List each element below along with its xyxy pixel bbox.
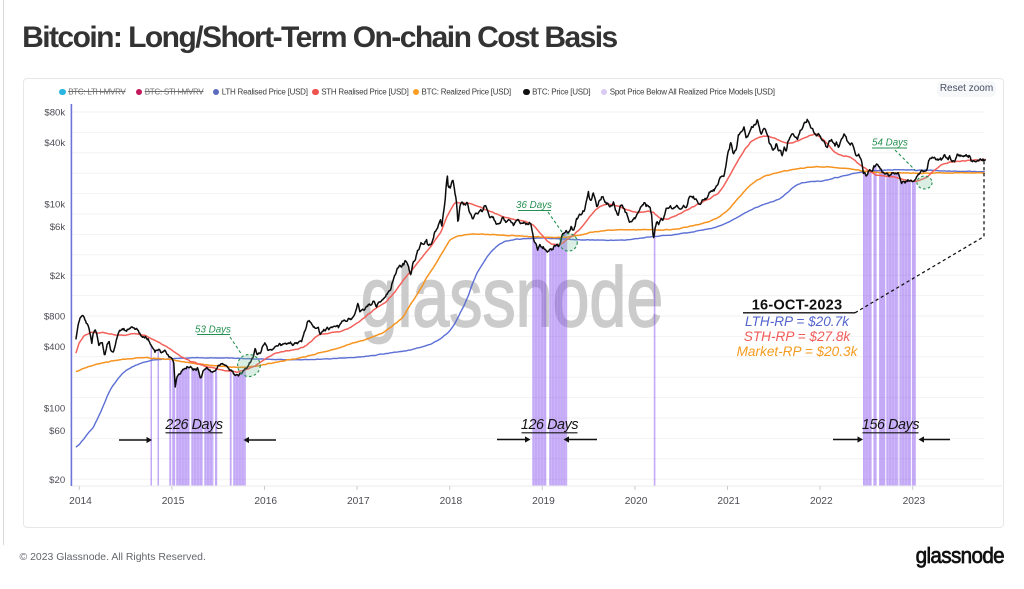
svg-text:$10k: $10k bbox=[44, 200, 65, 211]
svg-text:2015: 2015 bbox=[162, 496, 185, 507]
svg-text:2019: 2019 bbox=[532, 496, 555, 507]
svg-text:$2k: $2k bbox=[50, 271, 66, 282]
svg-text:54 Days: 54 Days bbox=[872, 138, 908, 149]
svg-text:16-OCT-2023: 16-OCT-2023 bbox=[752, 298, 843, 314]
svg-text:$40k: $40k bbox=[44, 138, 65, 149]
svg-text:2022: 2022 bbox=[810, 496, 833, 507]
svg-text:glassnode: glassnode bbox=[361, 251, 664, 345]
svg-text:$400: $400 bbox=[44, 342, 65, 353]
svg-text:$6k: $6k bbox=[50, 222, 66, 233]
svg-text:226 Days: 226 Days bbox=[164, 417, 222, 433]
svg-text:LTH-RP = $20.7k: LTH-RP = $20.7k bbox=[745, 314, 850, 329]
svg-text:$80k: $80k bbox=[44, 107, 65, 118]
svg-text:$20: $20 bbox=[49, 475, 65, 486]
svg-text:126 Days: 126 Days bbox=[521, 417, 578, 433]
svg-text:2018: 2018 bbox=[440, 496, 463, 507]
svg-text:36 Days: 36 Days bbox=[516, 200, 552, 211]
svg-text:2017: 2017 bbox=[347, 496, 370, 507]
svg-text:2021: 2021 bbox=[717, 496, 740, 507]
svg-text:2023: 2023 bbox=[903, 496, 926, 507]
svg-text:STH-RP = $27.8k: STH-RP = $27.8k bbox=[744, 329, 852, 344]
svg-text:156 Days: 156 Days bbox=[862, 417, 919, 433]
svg-text:53 Days: 53 Days bbox=[195, 325, 231, 336]
svg-text:Market-RP = $20.3k: Market-RP = $20.3k bbox=[737, 344, 859, 359]
svg-text:$800: $800 bbox=[44, 311, 65, 322]
svg-text:2016: 2016 bbox=[254, 496, 277, 507]
svg-text:$60: $60 bbox=[49, 426, 65, 437]
svg-text:2020: 2020 bbox=[625, 496, 648, 507]
svg-text:2014: 2014 bbox=[69, 496, 92, 507]
svg-text:$100: $100 bbox=[44, 404, 65, 415]
